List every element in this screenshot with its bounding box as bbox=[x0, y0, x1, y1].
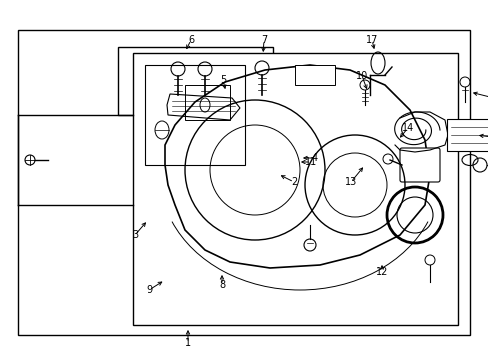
Text: 3: 3 bbox=[132, 230, 138, 240]
Text: 4: 4 bbox=[311, 153, 317, 163]
Bar bbox=[145, 65, 244, 165]
Bar bbox=[294, 65, 334, 85]
Text: 16: 16 bbox=[487, 93, 488, 103]
Text: 11: 11 bbox=[304, 157, 317, 167]
Text: 14: 14 bbox=[401, 123, 413, 133]
Circle shape bbox=[304, 239, 315, 251]
Text: 6: 6 bbox=[187, 35, 194, 45]
Text: 5: 5 bbox=[220, 75, 225, 85]
Text: 9: 9 bbox=[145, 285, 152, 295]
Bar bbox=[18, 30, 469, 335]
FancyBboxPatch shape bbox=[399, 148, 439, 182]
Text: 1: 1 bbox=[184, 338, 191, 348]
Text: 2: 2 bbox=[290, 177, 297, 187]
Text: 10: 10 bbox=[355, 71, 367, 81]
Text: 8: 8 bbox=[219, 280, 224, 290]
Text: 17: 17 bbox=[365, 35, 377, 45]
Bar bbox=[184, 85, 229, 120]
Bar bbox=[133, 53, 457, 325]
Text: 7: 7 bbox=[260, 35, 266, 45]
Text: 12: 12 bbox=[375, 267, 387, 277]
Bar bbox=[446, 119, 488, 151]
Bar bbox=[118, 47, 272, 115]
Text: 13: 13 bbox=[344, 177, 356, 187]
